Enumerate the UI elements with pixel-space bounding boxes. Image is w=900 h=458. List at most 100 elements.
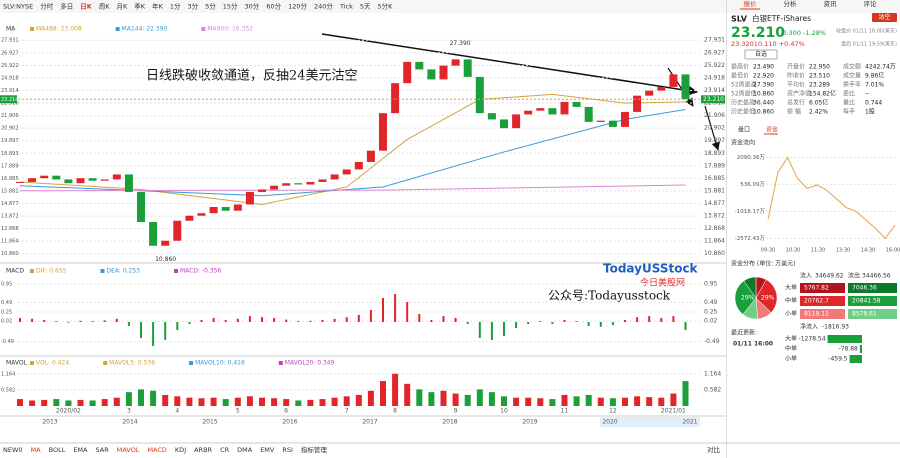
year-label[interactable]: 2015: [202, 419, 217, 426]
year-label[interactable]: 2017: [362, 419, 377, 426]
toolbar-item[interactable]: 5天: [360, 3, 371, 11]
stat-value: 23.490: [753, 64, 774, 71]
y-tick-label: 20.902: [704, 125, 725, 132]
stat-value: 36.440: [753, 100, 774, 107]
macd-bar: [200, 320, 203, 322]
panel-tab[interactable]: 报价: [744, 0, 758, 8]
legend-entry: DEA: 0.253: [106, 268, 140, 275]
legend-entry: MA900: 16.352: [207, 26, 253, 33]
stat-value: 22.950: [809, 64, 830, 71]
toolbar-item[interactable]: 5分: [205, 2, 216, 11]
toolbar-item[interactable]: 3分: [187, 2, 198, 11]
macd-bar: [466, 322, 469, 324]
candle: [548, 108, 557, 115]
panel-divider: [726, 0, 727, 458]
panel-tab[interactable]: 资讯: [824, 0, 838, 8]
x-tick-label: 10: [500, 408, 508, 415]
sub-tab[interactable]: 盘口: [738, 126, 750, 134]
y-tick-label: 27.931: [1, 38, 19, 44]
year-label[interactable]: 2014: [122, 419, 137, 426]
toolbar-item[interactable]: SLV:NYSE: [3, 3, 33, 11]
indicator-tab[interactable]: SAR: [96, 446, 110, 454]
toolbar-item[interactable]: 15分: [223, 2, 238, 11]
y-tick-label: 21.906: [1, 113, 19, 119]
year-label[interactable]: 2019: [522, 419, 537, 426]
indicator-tab[interactable]: MAVOL: [117, 446, 140, 454]
toolbar-item[interactable]: 日K: [80, 3, 93, 11]
toolbar-item[interactable]: 30分: [245, 2, 260, 11]
indicator-tab[interactable]: CR: [220, 446, 230, 454]
toolbar-item[interactable]: 1分: [170, 2, 181, 11]
toolbar-item[interactable]: Tick: [339, 3, 353, 11]
toolbar-item[interactable]: 5分K: [378, 2, 394, 11]
indicator-tab[interactable]: RSI: [282, 446, 293, 454]
year-label[interactable]: 2021: [682, 419, 697, 426]
year-label[interactable]: 2018: [442, 419, 457, 426]
year-label[interactable]: 2016: [282, 419, 297, 426]
year-label[interactable]: 2020: [602, 419, 617, 426]
toolbar-item[interactable]: 季K: [134, 2, 146, 11]
macd-bar: [212, 318, 215, 322]
toolbar-item[interactable]: 多日: [60, 2, 73, 11]
stat-value: 4242.74万: [865, 64, 896, 71]
indicator-tab[interactable]: NEW0: [3, 446, 23, 454]
y-tick-label: 20.902: [1, 126, 19, 132]
candle: [463, 59, 472, 77]
toolbar-item[interactable]: 月K: [117, 3, 129, 11]
y-tick-label: 14.877: [704, 200, 725, 207]
watch-btn[interactable]: [744, 49, 778, 60]
stat-label: 总发行: [787, 99, 805, 107]
indicator-tab[interactable]: 指标管理: [301, 445, 328, 454]
candle: [64, 179, 73, 184]
toolbar-item[interactable]: 周K: [99, 3, 111, 11]
year-label[interactable]: 2013: [42, 419, 57, 426]
security-name: 白银ETF-iShares: [752, 13, 811, 23]
candle: [487, 113, 496, 120]
indicator-tab[interactable]: ARBR: [194, 446, 212, 454]
indicator-tab[interactable]: EMA: [73, 446, 88, 454]
price-tag: [0, 95, 17, 104]
panel-tab[interactable]: 分析: [784, 0, 798, 8]
indicator-tab[interactable]: EMV: [260, 446, 275, 454]
y-tick-label: 26.927: [1, 50, 19, 56]
volume-bar: [682, 381, 689, 406]
overview-window[interactable]: [600, 417, 700, 427]
y-tick-label: 13.872: [704, 213, 725, 220]
macd-bar: [19, 318, 21, 322]
net-total: -1816.93: [822, 324, 849, 331]
macd-bar: [152, 322, 155, 346]
candle: [270, 185, 279, 190]
candle: [330, 174, 339, 180]
net-bar: [849, 355, 862, 363]
macd-bar: [273, 318, 276, 322]
indicator-tab[interactable]: MA: [31, 446, 42, 454]
candle: [415, 61, 424, 70]
macd-bar: [430, 320, 433, 322]
indicator-tab[interactable]: KDJ: [175, 446, 186, 454]
close-time: 收盘价 01/11 16:00(美东): [836, 28, 897, 35]
in-value: 20762.7: [804, 298, 829, 305]
toolbar-item[interactable]: 年K: [152, 2, 164, 11]
macd-bar: [636, 317, 639, 322]
toolbar-item[interactable]: 60分: [266, 2, 281, 11]
stat-value: 22.920: [753, 73, 774, 80]
panel-tab[interactable]: 评论: [864, 0, 878, 8]
badge-bg[interactable]: [872, 13, 897, 22]
stat-value: 154.82亿: [809, 90, 836, 98]
price-tag: [701, 95, 725, 104]
macd-bar: [103, 320, 106, 322]
watch-label[interactable]: 自选: [755, 50, 767, 58]
toolbar-item[interactable]: 120分: [288, 2, 307, 11]
bottom-right[interactable]: 对比: [707, 445, 721, 454]
volume-bar: [464, 394, 471, 406]
toolbar-item[interactable]: 240分: [314, 2, 333, 11]
indicator-tab[interactable]: MACD: [147, 446, 166, 454]
badge[interactable]: 沽空: [878, 13, 890, 21]
sub-tab[interactable]: 资金: [766, 126, 778, 134]
indicator-tab[interactable]: DMA: [237, 446, 253, 454]
after-price: 23.3201: [731, 40, 758, 48]
toolbar-item[interactable]: 分时: [40, 2, 54, 11]
out-value: 8578.61: [852, 311, 877, 318]
indicator-tab[interactable]: BOLL: [49, 446, 66, 454]
stat-label: 量比: [843, 99, 855, 107]
